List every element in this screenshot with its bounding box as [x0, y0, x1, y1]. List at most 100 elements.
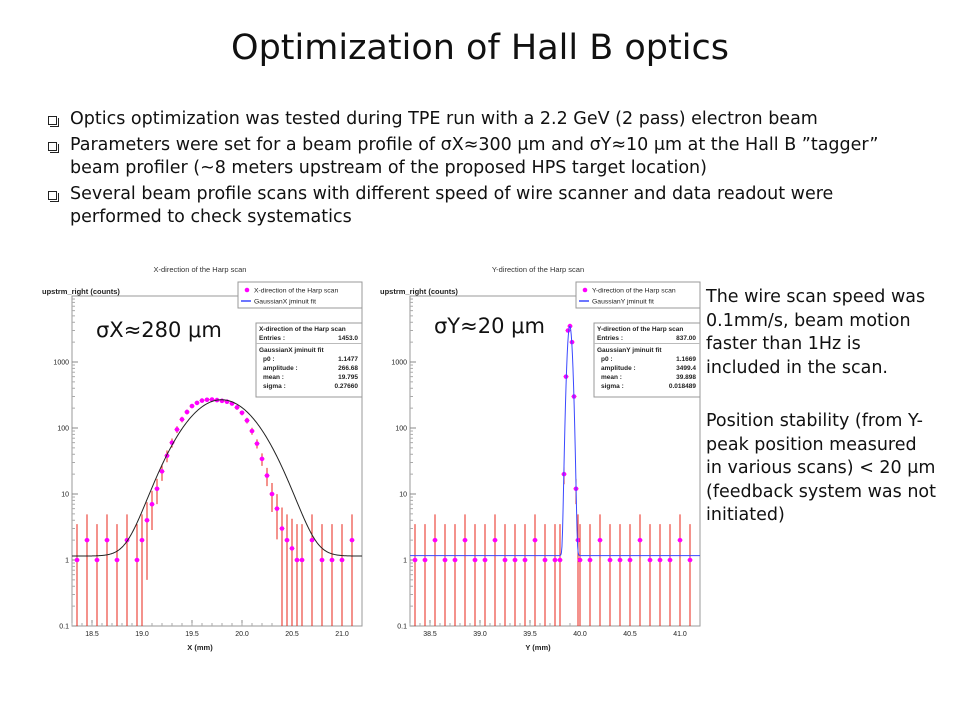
- data-point: [575, 537, 581, 543]
- legend-frame: [575, 281, 701, 309]
- y-tick-label: 0.1: [59, 624, 69, 631]
- data-point: [139, 537, 145, 543]
- data-point: [442, 557, 448, 563]
- data-point: [204, 397, 210, 403]
- data-point: [422, 557, 428, 563]
- data-point: [432, 537, 438, 543]
- data-point: [617, 557, 623, 563]
- legend-frame: [237, 281, 363, 309]
- data-point: [565, 328, 571, 333]
- position-stability-note: Position stability (from Y-peak position…: [706, 411, 936, 525]
- data-point: [512, 557, 518, 563]
- legend: X-direction of the Harp scan GaussianX jm…: [237, 281, 363, 309]
- stats-box: X-direction of the Harp scan Entries : 145…: [255, 322, 363, 398]
- x-tick-label: 38.5: [423, 631, 437, 638]
- legend-entry: X-direction of the Harp scan: [254, 288, 338, 295]
- legend-entry: GaussianX jminuit fit: [254, 299, 316, 306]
- data-point: [542, 557, 548, 563]
- stats-frame: [593, 322, 701, 398]
- data-point: [159, 469, 165, 474]
- square-bullet-icon: [48, 190, 59, 202]
- data-point: [269, 491, 275, 497]
- data-point: [677, 537, 683, 543]
- stats-param-value: 1.1669: [676, 356, 696, 363]
- data-point: [577, 557, 583, 563]
- data-point: [587, 557, 593, 563]
- data-point: [492, 537, 498, 543]
- data-point: [647, 557, 653, 563]
- data-point: [199, 398, 205, 403]
- stats-param-name: mean :: [601, 374, 622, 381]
- x-tick-label: 20.0: [235, 631, 249, 638]
- stats-fit-title: GaussianX jminuit fit: [259, 347, 324, 354]
- x-harp-scan-chart: X-direction of the Harp scan upstrm_right…: [42, 266, 363, 652]
- data-point: [462, 537, 468, 543]
- y-tick-label: 10: [399, 492, 407, 499]
- x-tick-label: 19.0: [135, 631, 149, 638]
- fit-curve: [72, 399, 362, 557]
- chart-title: Y-direction of the Harp scan: [492, 266, 584, 274]
- stats-param-value: 266.68: [338, 365, 358, 372]
- data-point: [597, 537, 603, 543]
- data-point: [607, 557, 613, 563]
- bullet-item: Optics optimization was tested during TP…: [48, 108, 908, 132]
- x-axis-label: Y (mm): [525, 643, 551, 652]
- chart-title: X-direction of the Harp scan: [154, 266, 247, 274]
- x-axis-label: X (mm): [187, 643, 213, 652]
- data-point: [349, 537, 355, 543]
- data-point: [319, 557, 325, 563]
- data-point: [339, 557, 345, 563]
- legend-entry: GaussianY jminuit fit: [592, 299, 654, 306]
- legend: Y-direction of the Harp scan GaussianY jm…: [575, 281, 701, 309]
- stats-param-name: sigma :: [601, 383, 624, 390]
- data-point: [667, 557, 673, 563]
- data-point: [627, 557, 633, 563]
- data-point: [179, 417, 185, 422]
- y-tick-label: 1: [65, 558, 69, 565]
- data-point: [412, 557, 418, 563]
- data-point: [289, 546, 295, 551]
- stats-param-name: p0 :: [263, 356, 275, 363]
- data-point: [687, 557, 693, 563]
- data-point: [452, 557, 458, 563]
- data-point: [154, 486, 160, 492]
- stats-param-value: 1.1477: [338, 356, 358, 363]
- y-harp-scan-chart: Y-direction of the Harp scan upstrm_right…: [380, 266, 701, 652]
- bullet-text: Parameters were set for a beam profile o…: [70, 134, 879, 179]
- slide-title: Optimization of Hall B optics: [231, 28, 729, 68]
- stats-param-value: 0.27660: [335, 383, 359, 390]
- data-point: [279, 526, 285, 531]
- x-tick-label: 39.0: [473, 631, 487, 638]
- x-tick-label: 40.0: [573, 631, 587, 638]
- data-point: [194, 400, 200, 406]
- data-point: [309, 537, 315, 543]
- fit-curve: [410, 325, 700, 557]
- x-tick-label: 21.0: [335, 631, 349, 638]
- data-point: [329, 557, 335, 563]
- y-tick-label: 10: [61, 492, 69, 499]
- data-point: [149, 501, 155, 507]
- sigma-y-annotation: σY≈20 μm: [434, 314, 545, 338]
- y-tick-label: 1000: [53, 360, 69, 367]
- data-point: [74, 557, 80, 563]
- stats-hist-title: Y-direction of the Harp scan: [597, 326, 683, 333]
- stats-param-name: p0 :: [601, 356, 613, 363]
- data-point: [219, 398, 225, 404]
- y-axis-label: upstrm_right (counts): [42, 287, 120, 296]
- sigma-x-annotation: σX≈280 μm: [96, 318, 222, 342]
- stats-param-value: 3499.4: [676, 365, 696, 372]
- data-point: [254, 441, 260, 446]
- data-point: [114, 557, 120, 563]
- bullet-text: Several beam profile scans with differen…: [70, 183, 834, 228]
- stats-param-name: mean :: [263, 374, 284, 381]
- stats-param-name: amplitude :: [263, 365, 298, 372]
- x-tick-label: 40.5: [623, 631, 637, 638]
- x-tick-label: 18.5: [85, 631, 99, 638]
- data-point: [174, 427, 180, 432]
- bullet-item: Parameters were set for a beam profile o…: [48, 134, 908, 181]
- data-point: [482, 557, 488, 563]
- stats-fit-title: GaussianY jminuit fit: [597, 347, 662, 354]
- stats-entries-label: Entries :: [259, 335, 285, 342]
- data-point: [299, 557, 305, 563]
- data-point: [94, 557, 100, 563]
